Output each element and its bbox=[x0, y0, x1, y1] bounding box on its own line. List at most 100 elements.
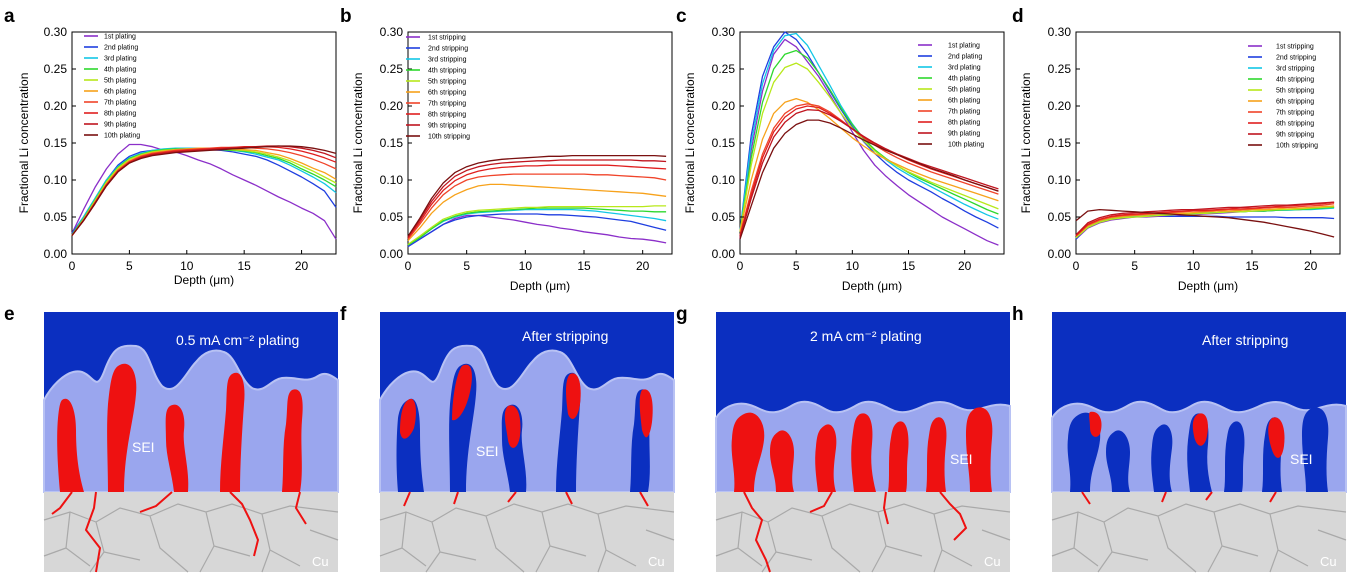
lithium-dendrite bbox=[770, 430, 794, 492]
series-line bbox=[407, 207, 667, 246]
legend-label: 9th plating bbox=[104, 122, 136, 129]
y-tick-label: 0.10 bbox=[712, 173, 736, 187]
schematic-h: After stripping SEI Cu bbox=[1051, 312, 1347, 573]
lithium-dendrite bbox=[888, 421, 909, 492]
legend-label: 8th stripping bbox=[1276, 121, 1314, 128]
legend-label: 10th plating bbox=[104, 133, 140, 140]
lithium-remnant bbox=[400, 398, 416, 439]
series-line bbox=[407, 164, 667, 239]
series-line bbox=[407, 205, 667, 245]
legend-label: 4th stripping bbox=[1276, 77, 1314, 84]
x-tick-label: 5 bbox=[1131, 259, 1138, 273]
series-line bbox=[407, 214, 667, 248]
y-tick-label: 0.10 bbox=[44, 173, 68, 187]
schematic-e: 0.5 mA cm⁻² plating SEI Cu bbox=[43, 312, 339, 573]
panel-label: h bbox=[1012, 304, 1024, 325]
legend-label: 7th stripping bbox=[1276, 110, 1314, 117]
legend-label: 3rd plating bbox=[104, 56, 137, 63]
y-tick-label: 0.15 bbox=[380, 136, 404, 150]
series-line bbox=[739, 97, 999, 232]
series-line bbox=[407, 154, 667, 237]
copper-substrate bbox=[716, 492, 1010, 572]
x-tick-label: 5 bbox=[463, 259, 470, 273]
x-axis-label: Depth (μm) bbox=[174, 273, 234, 287]
legend-label: 8th stripping bbox=[428, 112, 466, 119]
y-tick-label: 0.25 bbox=[712, 62, 736, 76]
copper-substrate bbox=[380, 492, 674, 572]
panel-label: b bbox=[340, 6, 352, 27]
lithium-dendrite bbox=[731, 412, 765, 492]
series-line bbox=[71, 146, 337, 236]
legend-label: 6th plating bbox=[104, 89, 136, 96]
legend-label: 3rd stripping bbox=[428, 57, 467, 64]
legend-label: 1st stripping bbox=[1276, 44, 1314, 51]
series-line bbox=[71, 145, 337, 236]
series-line bbox=[407, 159, 667, 238]
schematic-annotation: After stripping bbox=[522, 328, 608, 344]
sei-label: SEI bbox=[950, 451, 973, 467]
panel-label: a bbox=[4, 6, 15, 27]
lithium-remnant bbox=[639, 389, 653, 438]
x-tick-label: 10 bbox=[519, 259, 533, 273]
chart-a: 0 5 10 15 20 0.00 0.05 0.10 0.15 0.20 0.25 0.30 1st … bbox=[17, 25, 337, 287]
legend-label: 10th plating bbox=[948, 142, 984, 149]
x-tick-label: 5 bbox=[793, 259, 800, 273]
stripped-channel bbox=[1224, 421, 1245, 492]
x-tick-label: 15 bbox=[577, 259, 591, 273]
y-tick-label: 0.30 bbox=[712, 25, 736, 39]
crack bbox=[51, 491, 307, 573]
legend-label: 2nd stripping bbox=[428, 46, 468, 53]
legend-label: 6th plating bbox=[948, 98, 980, 105]
x-axis-label: Depth (μm) bbox=[510, 279, 570, 293]
series-line bbox=[739, 119, 999, 240]
crack bbox=[403, 491, 649, 507]
y-tick-label: 0.20 bbox=[44, 99, 68, 113]
x-tick-label: 10 bbox=[180, 259, 194, 273]
legend-label: 2nd stripping bbox=[1276, 55, 1316, 62]
schematic-g: 2 mA cm⁻² plating SEI Cu bbox=[715, 312, 1011, 573]
series-line bbox=[1075, 201, 1335, 236]
lithium-remnant bbox=[1192, 413, 1208, 446]
x-tick-label: 15 bbox=[902, 259, 916, 273]
y-tick-label: 0.10 bbox=[1048, 173, 1072, 187]
panel-label: g bbox=[676, 304, 688, 325]
series-line bbox=[739, 49, 999, 232]
series-line bbox=[1075, 205, 1335, 239]
panel-label: e bbox=[4, 304, 15, 325]
legend-label: 9th plating bbox=[948, 131, 980, 138]
copper-substrate bbox=[1052, 492, 1346, 572]
legend-label: 4th plating bbox=[104, 67, 136, 74]
y-tick-label: 0.15 bbox=[44, 136, 68, 150]
series-line bbox=[71, 143, 337, 240]
copper-grain-boundaries bbox=[1051, 503, 1347, 573]
x-tick-label: 20 bbox=[295, 259, 309, 273]
y-tick-label: 0.05 bbox=[712, 210, 736, 224]
lithium-dendrite bbox=[107, 363, 137, 492]
y-tick-label: 0.30 bbox=[380, 25, 404, 39]
substrate-label: Cu bbox=[312, 554, 329, 569]
legend-label: 3rd stripping bbox=[1276, 66, 1315, 73]
y-tick-label: 0.00 bbox=[712, 247, 736, 261]
y-tick-label: 0.05 bbox=[1048, 210, 1072, 224]
y-tick-label: 0.15 bbox=[1048, 136, 1072, 150]
schematic-annotation: 0.5 mA cm⁻² plating bbox=[176, 332, 299, 348]
panel-label: d bbox=[1012, 6, 1024, 27]
stripped-channel bbox=[1302, 407, 1329, 492]
x-tick-label: 20 bbox=[958, 259, 972, 273]
plot-frame bbox=[71, 31, 337, 255]
x-tick-label: 0 bbox=[737, 259, 744, 273]
substrate-label: Cu bbox=[648, 554, 665, 569]
lithium-remnant bbox=[504, 405, 521, 448]
series-line bbox=[739, 38, 999, 246]
series-line bbox=[739, 31, 999, 232]
lithium-dendrite bbox=[220, 372, 245, 492]
legend-label: 8th plating bbox=[948, 120, 980, 127]
copper-grain-boundaries bbox=[379, 503, 675, 573]
legend-label: 5th stripping bbox=[1276, 88, 1314, 95]
x-tick-label: 10 bbox=[846, 259, 860, 273]
legend-label: 1st plating bbox=[948, 43, 980, 50]
series-line bbox=[739, 109, 999, 238]
y-axis-label: Fractional Li concentration bbox=[351, 73, 365, 214]
y-axis-label: Fractional Li concentration bbox=[683, 73, 697, 214]
